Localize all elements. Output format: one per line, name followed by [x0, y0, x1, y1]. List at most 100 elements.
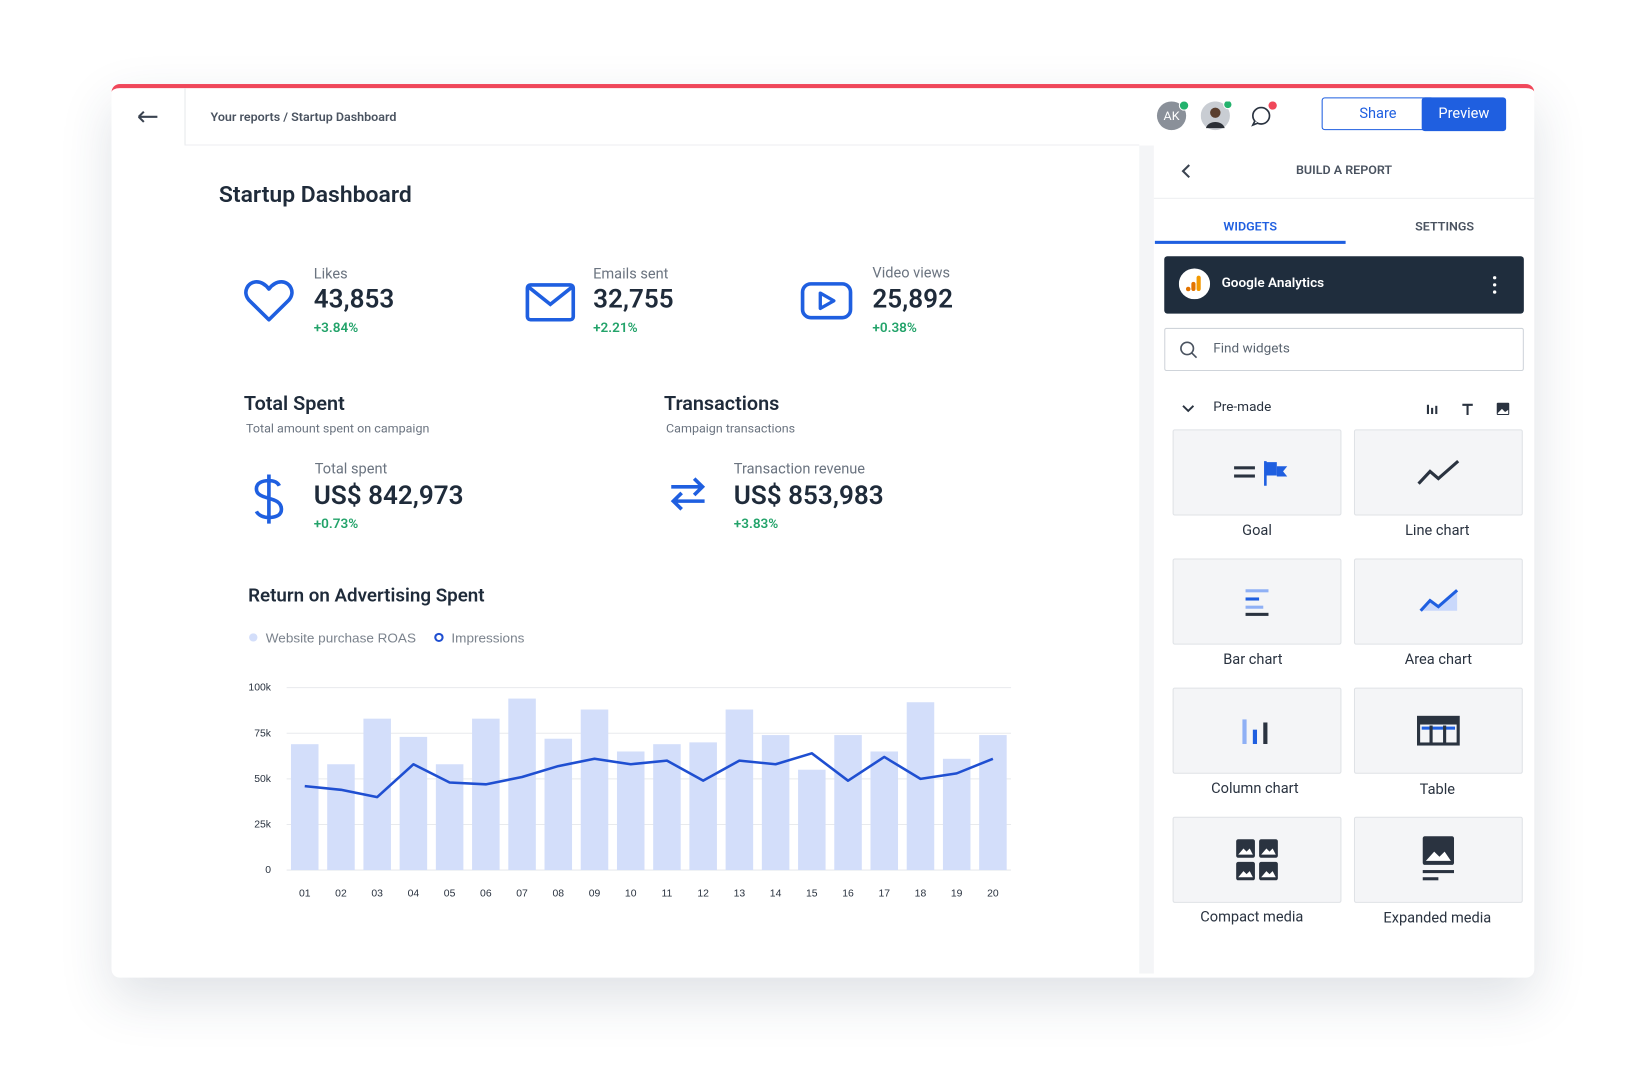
mail-icon — [525, 283, 576, 322]
legend-label: Impressions — [451, 631, 524, 646]
x-tick-label: 19 — [951, 889, 963, 900]
bar — [544, 738, 573, 871]
y-tick-label: 100k — [248, 683, 271, 694]
widget-tile[interactable] — [1172, 687, 1342, 774]
kpi-value: 43,853 — [313, 284, 395, 315]
kpi-value: 25,892 — [872, 284, 953, 315]
filter-icons[interactable] — [1423, 400, 1517, 418]
y-tick-label: 25k — [254, 820, 272, 831]
kpi-change: +3.84% — [313, 320, 359, 337]
kpi-label: Emails sent — [593, 266, 669, 283]
kpi-change: +0.38% — [872, 320, 917, 337]
group-label: Pre-made — [1213, 399, 1272, 416]
bar — [435, 764, 464, 871]
tab-indicator — [1154, 240, 1346, 244]
widget-tile[interactable] — [1172, 429, 1342, 516]
sidebar-title: BUILD A REPORT — [1295, 162, 1393, 178]
widget-tile[interactable] — [1172, 816, 1342, 903]
metric-label: Transaction revenue — [733, 461, 866, 478]
kpi-value: 32,755 — [593, 284, 674, 315]
search-box[interactable] — [1164, 327, 1524, 371]
bar — [979, 735, 1007, 871]
breadcrumb[interactable]: Your reports / Startup Dashboard — [210, 109, 397, 125]
bar — [689, 742, 717, 871]
kpi-label: Video views — [872, 265, 951, 282]
widget-tile[interactable] — [1353, 816, 1523, 903]
status-dot — [1178, 100, 1190, 111]
search-placeholder: Find widgets — [1213, 341, 1290, 357]
dollar-icon — [254, 474, 284, 524]
bar — [725, 709, 754, 871]
widget-label: Table — [1419, 781, 1455, 799]
bar — [472, 718, 500, 871]
x-tick-label: 07 — [516, 889, 528, 900]
transfer-icon — [670, 477, 706, 511]
video-icon — [800, 282, 853, 320]
bar — [942, 758, 971, 871]
x-tick-label: 08 — [552, 889, 564, 900]
bar — [290, 744, 319, 871]
tab[interactable]: SETTINGS — [1415, 219, 1475, 234]
widget-label: Column chart — [1211, 780, 1299, 798]
back-arrow[interactable] — [135, 107, 160, 127]
x-tick-label: 02 — [335, 889, 347, 900]
widget-label: Expanded media — [1383, 910, 1492, 927]
more-menu[interactable] — [1489, 275, 1499, 295]
section-title: Transactions — [663, 391, 780, 416]
legend-swatch — [249, 633, 258, 642]
divider — [1153, 197, 1535, 199]
collapse-button[interactable] — [1179, 163, 1194, 179]
divider — [184, 144, 1140, 146]
bar — [399, 736, 428, 871]
metric-value: US$ 842,973 — [313, 481, 464, 512]
source-name: Google Analytics — [1221, 275, 1325, 292]
x-tick-label: 17 — [878, 889, 890, 900]
share-button[interactable]: Share — [1321, 97, 1435, 131]
preview-button[interactable]: Preview — [1421, 97, 1507, 132]
x-tick-label: 06 — [480, 889, 492, 900]
expand-toggle[interactable] — [1181, 403, 1196, 415]
x-tick-label: 01 — [299, 889, 311, 900]
heart-icon — [244, 280, 294, 322]
widget-tile[interactable] — [1172, 558, 1342, 645]
kpi-change: +2.21% — [593, 320, 638, 337]
comments-icon[interactable] — [1249, 101, 1280, 128]
x-tick-label: 04 — [408, 889, 420, 900]
widget-tile[interactable] — [1353, 429, 1523, 516]
dashboard-title: Startup Dashboard — [218, 182, 412, 209]
x-tick-label: 05 — [444, 889, 456, 900]
widget-tile[interactable] — [1353, 687, 1523, 774]
y-tick-label: 50k — [254, 774, 272, 785]
avatar-photo[interactable] — [1200, 101, 1232, 132]
metric-value: US$ 853,983 — [733, 481, 884, 512]
y-tick-label: 75k — [254, 728, 272, 739]
widget-label: Compact media — [1200, 908, 1304, 926]
bar — [616, 751, 645, 871]
bar — [653, 744, 681, 871]
source-selector[interactable] — [1164, 256, 1524, 314]
metric-label: Total spent — [314, 461, 388, 478]
x-tick-label: 13 — [734, 889, 746, 900]
kpi-label: Likes — [313, 266, 348, 283]
line — [304, 752, 994, 799]
sidebar-gutter — [1139, 145, 1154, 974]
x-tick-label: 12 — [697, 889, 709, 900]
search-icon — [1180, 341, 1198, 359]
bar — [761, 735, 790, 871]
x-tick-label: 11 — [662, 889, 673, 900]
bar — [327, 764, 355, 871]
section-subtitle: Total amount spent on campaign — [245, 421, 430, 436]
x-tick-label: 03 — [371, 889, 383, 900]
x-tick-label: 20 — [987, 889, 999, 900]
widget-label: Goal — [1242, 522, 1272, 540]
roas-chart: Website purchase ROAS Impressions 0 25k 50k 7… — [248, 631, 1012, 900]
bar — [798, 769, 826, 871]
x-tick-label: 18 — [915, 889, 927, 900]
y-tick-label: 0 — [265, 865, 271, 876]
widget-tile[interactable] — [1353, 558, 1523, 645]
widget-label: Line chart — [1405, 522, 1470, 540]
bar — [870, 751, 899, 871]
tab[interactable]: WIDGETS — [1223, 219, 1278, 234]
